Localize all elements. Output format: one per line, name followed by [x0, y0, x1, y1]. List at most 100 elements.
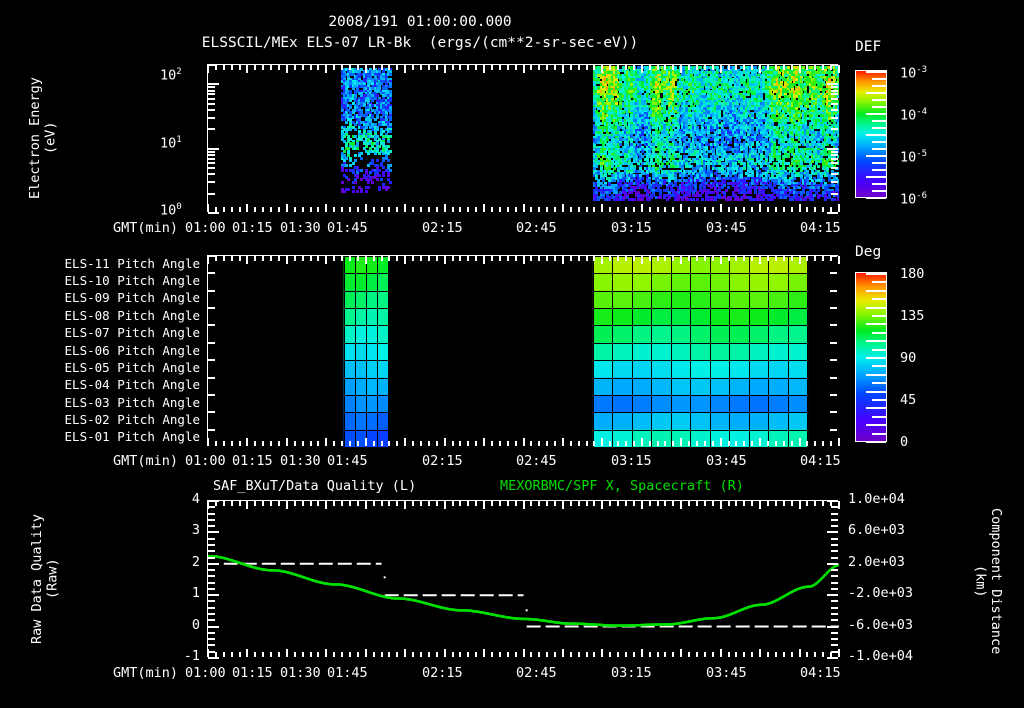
x-tickmark-p2 — [207, 256, 209, 264]
x-tickmark-p1 — [554, 207, 556, 212]
x-tickmark-p3 — [680, 501, 682, 509]
x-tickmark-p1 — [499, 207, 501, 212]
x-tickmark-p2 — [649, 256, 651, 261]
x-tickmark-p3 — [436, 652, 438, 657]
x-axis-prefix-p3: GMT(min) — [113, 665, 179, 681]
x-tickmark-p1 — [696, 65, 698, 70]
x-tickmark-p3 — [215, 501, 217, 506]
x-tickmark-p3 — [302, 501, 304, 506]
colorbar-def-tick-3: 10-6 — [900, 191, 928, 208]
panel1-y-tickmark — [208, 128, 215, 130]
x-tickmark-p2 — [641, 256, 643, 264]
x-tickmark-p1 — [672, 65, 674, 70]
x-tickmark-p1 — [254, 207, 256, 212]
x-tickmark-p2 — [325, 256, 327, 264]
x-axis-tick-p1-6: 03:15 — [611, 220, 652, 236]
x-tickmark-p1 — [317, 65, 319, 70]
x-tickmark-p2 — [302, 441, 304, 446]
x-tickmark-p1 — [712, 207, 714, 212]
x-tickmark-p1 — [546, 65, 548, 70]
x-tickmark-p3 — [207, 501, 209, 509]
x-tickmark-p3 — [641, 501, 643, 509]
panel1-y-tickmark — [831, 173, 838, 175]
x-tickmark-p2 — [333, 441, 335, 446]
x-tickmark-p3 — [325, 649, 327, 657]
x-tickmark-p1 — [215, 65, 217, 70]
x-tickmark-p3 — [830, 501, 832, 506]
x-tickmark-p3 — [767, 652, 769, 657]
panel3-y-tickmark — [208, 638, 215, 640]
x-tickmark-p1 — [349, 65, 351, 70]
x-tickmark-p3 — [515, 652, 517, 657]
panel1-y-tickmark — [831, 181, 838, 183]
x-tickmark-p2 — [546, 441, 548, 446]
x-tickmark-p3 — [262, 652, 264, 657]
x-tickmark-p2 — [530, 441, 532, 446]
x-axis-tick-p2-0: 01:00 — [185, 453, 226, 469]
x-tickmark-p1 — [680, 65, 682, 73]
x-tickmark-p1 — [791, 65, 793, 70]
x-axis-tick-p3-4: 02:15 — [422, 665, 463, 681]
x-tickmark-p1 — [223, 207, 225, 212]
x-tickmark-p3 — [657, 652, 659, 657]
pitch-angle-row-label-1: ELS-10 Pitch Angle — [64, 273, 200, 288]
x-tickmark-p1 — [483, 204, 485, 212]
x-tickmark-p3 — [286, 649, 288, 657]
colorbar-deg-tickmark — [872, 281, 886, 283]
line-plot-canvas — [208, 501, 839, 658]
colorbar-deg-tickmark — [866, 357, 886, 359]
pitch-angle-row-label-2: ELS-09 Pitch Angle — [64, 290, 200, 305]
x-axis-tick-p2-2: 01:30 — [280, 453, 321, 469]
panel2-y-tickmark — [208, 290, 215, 292]
x-tickmark-p2 — [286, 256, 288, 264]
panel1-y-tickmark — [208, 167, 215, 169]
x-tickmark-p1 — [428, 207, 430, 212]
x-tickmark-p2 — [349, 441, 351, 446]
x-tickmark-p2 — [838, 438, 840, 446]
panel3-ytick-right-3: -2.0e+03 — [848, 585, 914, 601]
x-tickmark-p3 — [735, 501, 737, 506]
x-tickmark-p3 — [657, 501, 659, 506]
x-tickmark-p1 — [633, 65, 635, 70]
x-tickmark-p1 — [483, 65, 485, 73]
x-tickmark-p2 — [254, 441, 256, 446]
spectrogram-canvas — [208, 65, 839, 213]
x-tickmark-p1 — [412, 207, 414, 212]
panel2-y-tickmark — [830, 255, 837, 257]
x-tickmark-p1 — [806, 65, 808, 70]
x-tickmark-p3 — [830, 652, 832, 657]
panel2-y-tickmark — [830, 342, 837, 344]
x-tickmark-p1 — [783, 207, 785, 212]
x-tickmark-p3 — [735, 652, 737, 657]
panel3-y-tickmark — [208, 588, 215, 590]
panel3-y-tickmark — [831, 550, 838, 552]
x-tickmark-p1 — [641, 65, 643, 73]
x-tickmark-p2 — [633, 441, 635, 446]
x-tickmark-p2 — [562, 256, 564, 264]
x-tickmark-p1 — [420, 207, 422, 212]
x-tickmark-p1 — [459, 65, 461, 70]
panel1-y-tickmark — [208, 64, 215, 66]
pitch-angle-row-label-0: ELS-11 Pitch Angle — [64, 256, 200, 271]
panel3-y-tickmark — [831, 538, 838, 540]
x-tickmark-p1 — [751, 207, 753, 212]
x-tickmark-p1 — [294, 65, 296, 70]
colorbar-deg-tickmark — [866, 374, 886, 376]
x-tickmark-p1 — [420, 65, 422, 70]
x-axis-tick-p3-7: 03:45 — [706, 665, 747, 681]
panel3-ytick-right-4: -6.0e+03 — [848, 617, 914, 633]
x-tickmark-p2 — [712, 441, 714, 446]
x-axis-tick-p3-8: 04:15 — [800, 665, 841, 681]
x-tickmark-p3 — [499, 652, 501, 657]
x-tickmark-p1 — [530, 65, 532, 70]
x-tickmark-p1 — [601, 204, 603, 212]
x-tickmark-p1 — [743, 65, 745, 70]
x-tickmark-p1 — [444, 204, 446, 212]
x-tickmark-p2 — [333, 256, 335, 261]
x-tickmark-p2 — [357, 441, 359, 446]
colorbar-deg-tickmark — [866, 273, 886, 275]
panel3-y-tickmark — [208, 557, 215, 559]
panel2-y-tickmark — [830, 394, 837, 396]
x-tickmark-p3 — [223, 501, 225, 506]
x-tickmark-p3 — [601, 649, 603, 657]
